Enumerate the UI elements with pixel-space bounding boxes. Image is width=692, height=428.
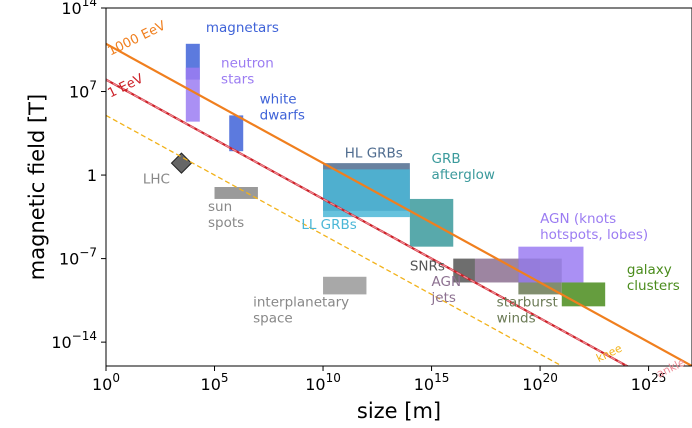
region-galaxy-clusters xyxy=(561,282,606,307)
y-axis-label: magnetic field [T] xyxy=(25,94,49,280)
y-tick-label: 10−14 xyxy=(51,329,97,352)
line-label-1000-eev: 1000 EeV xyxy=(106,18,169,59)
region-label-hl-grbs: HL GRBs xyxy=(345,145,403,161)
y-tick-label: 107 xyxy=(69,79,97,102)
plot-frame xyxy=(105,7,692,367)
region-label-galaxy-clusters: galaxy clusters xyxy=(627,262,680,294)
region-label-sun-spots: sun spots xyxy=(208,199,244,231)
y-tick-label: 1 xyxy=(87,166,97,185)
line-1-eev xyxy=(106,78,630,366)
region-neutron-stars xyxy=(185,67,200,122)
line-1000-eev xyxy=(106,42,692,366)
x-axis-label: size [m] xyxy=(357,399,441,423)
region-lhc xyxy=(170,152,193,174)
region-label-white-dwarfs: white dwarfs xyxy=(260,91,305,123)
region-ll-grbs xyxy=(323,169,410,218)
y-tick-label: 1014 xyxy=(61,0,97,18)
line-label-ankle: ankle xyxy=(655,356,688,381)
x-tick-label: 105 xyxy=(201,371,229,394)
region-interplanetary-space xyxy=(323,276,367,295)
region-label-agn-knots-hotspots-lobes: AGN (knots hotspots, lobes) xyxy=(540,211,648,243)
region-sun-spots xyxy=(214,187,258,199)
region-label-magnetars: magnetars xyxy=(206,20,279,36)
region-label-neutron-stars: neutron stars xyxy=(221,56,274,88)
x-tick-label: 1020 xyxy=(522,371,558,394)
line-label-1-eev: 1 EeV xyxy=(106,71,146,101)
region-label-interplanetary-space: interplanetary space xyxy=(253,294,349,326)
region-label-grb-afterglow: GRB afterglow xyxy=(432,151,495,183)
region-white-dwarfs xyxy=(229,115,244,152)
region-label-agn-jets: AGN jets xyxy=(431,274,462,306)
x-tick-label: 1015 xyxy=(414,371,450,394)
region-label-starburst-winds: starburst winds xyxy=(497,294,558,326)
x-tick-label: 1025 xyxy=(631,371,667,394)
line-knee xyxy=(106,114,564,366)
x-tick-label: 1010 xyxy=(305,371,341,394)
y-tick-label: 10−7 xyxy=(59,246,97,269)
region-label-lhc: LHC xyxy=(143,171,170,187)
region-label-ll-grbs: LL GRBs xyxy=(301,217,356,233)
region-snrs xyxy=(453,258,475,283)
region-label-snrs: SNRs xyxy=(410,259,445,275)
x-tick-label: 100 xyxy=(92,371,120,394)
